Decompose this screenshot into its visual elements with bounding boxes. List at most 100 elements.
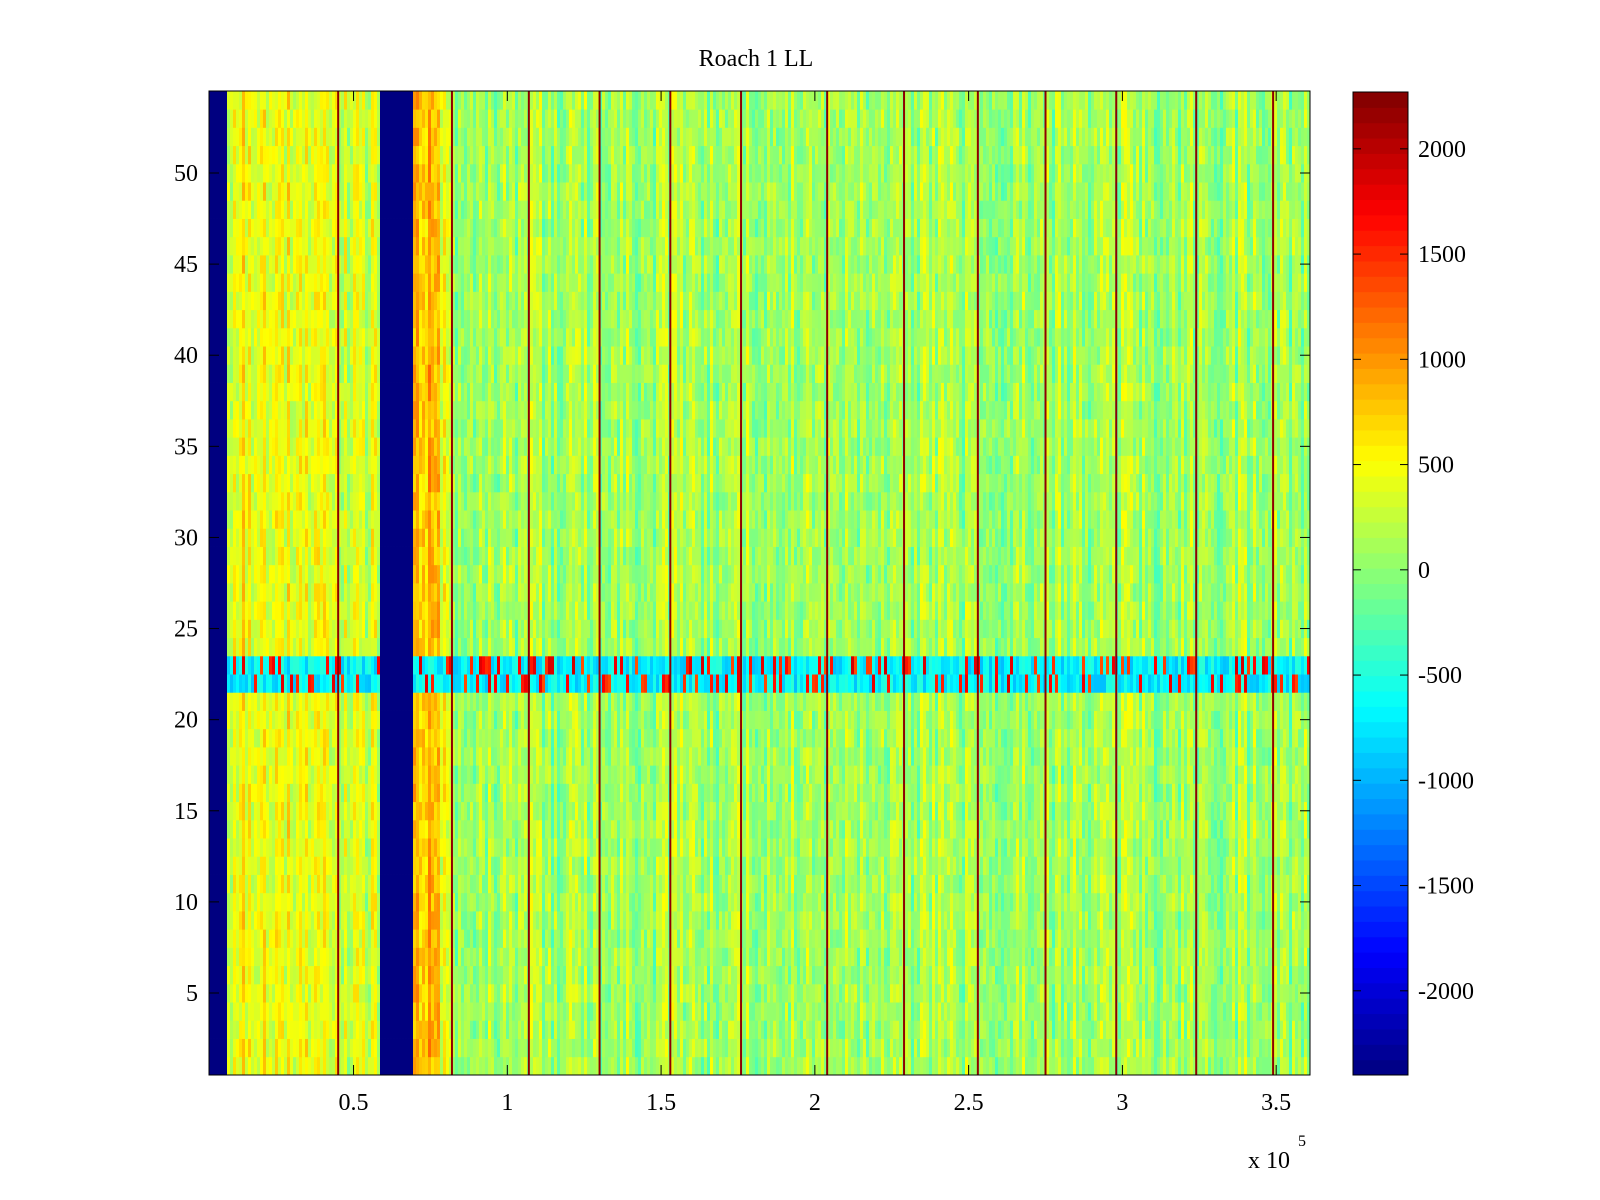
heatmap-cell: [347, 237, 350, 256]
heatmap-cell: [263, 364, 266, 383]
heatmap-cell: [272, 875, 275, 894]
heatmap-cell: [215, 747, 218, 766]
heatmap-cell: [278, 947, 281, 966]
heatmap-cell: [254, 1039, 257, 1058]
heatmap-cell: [239, 674, 242, 693]
heatmap-cell: [374, 255, 377, 274]
heatmap-cell: [383, 856, 386, 875]
heatmap-cell: [218, 219, 221, 238]
heatmap-cell: [227, 765, 230, 784]
heatmap-cell: [380, 966, 383, 985]
heatmap-cell: [209, 565, 212, 584]
heatmap-cell: [380, 273, 383, 292]
heatmap-cell: [215, 947, 218, 966]
heatmap-cell: [365, 1057, 368, 1076]
heatmap-cell: [428, 1039, 431, 1058]
heatmap-cell: [419, 875, 422, 894]
heatmap-cell: [422, 820, 425, 839]
heatmap-cell: [458, 528, 461, 547]
heatmap-cell: [458, 547, 461, 566]
heatmap-column: [245, 91, 248, 1075]
heatmap-cell: [398, 164, 401, 183]
heatmap-cell: [455, 656, 458, 675]
heatmap-cell: [419, 674, 422, 693]
heatmap-cell: [461, 291, 464, 310]
heatmap-cell: [272, 947, 275, 966]
heatmap-cell: [404, 455, 407, 474]
heatmap-cell: [461, 383, 464, 402]
heatmap-cell: [446, 893, 449, 912]
heatmap-cell: [293, 565, 296, 584]
heatmap-cell: [314, 255, 317, 274]
heatmap-cell: [308, 656, 311, 675]
heatmap-cell: [266, 947, 269, 966]
heatmap-cell: [395, 273, 398, 292]
heatmap-cell: [266, 747, 269, 766]
heatmap-cell: [290, 984, 293, 1003]
heatmap-cell: [407, 638, 410, 657]
heatmap-cell: [311, 783, 314, 802]
heatmap-cell: [281, 601, 284, 620]
heatmap-cell: [317, 437, 320, 456]
heatmap-cell: [389, 911, 392, 930]
heatmap-cell: [236, 656, 239, 675]
heatmap-cell: [425, 893, 428, 912]
heatmap-cell: [368, 783, 371, 802]
heatmap-cell: [434, 455, 437, 474]
heatmap-cell: [305, 146, 308, 165]
heatmap-cell: [290, 747, 293, 766]
heatmap-cell: [461, 711, 464, 730]
heatmap-cell: [344, 547, 347, 566]
heatmap-cell: [407, 747, 410, 766]
heatmap-cell: [293, 510, 296, 529]
heatmap-cell: [233, 783, 236, 802]
heatmap-cell: [212, 601, 215, 620]
heatmap-cell: [371, 783, 374, 802]
heatmap-cell: [221, 802, 224, 821]
heatmap-cell: [326, 237, 329, 256]
heatmap-cell: [347, 219, 350, 238]
heatmap-cell: [458, 109, 461, 128]
heatmap-cell: [263, 237, 266, 256]
heatmap-cell: [401, 401, 404, 420]
heatmap-cell: [440, 510, 443, 529]
heatmap-cell: [440, 911, 443, 930]
heatmap-cell: [254, 127, 257, 146]
heatmap-cell: [374, 692, 377, 711]
heatmap-cell: [305, 474, 308, 493]
heatmap-cell: [476, 273, 479, 292]
heatmap-cell: [425, 1057, 428, 1076]
heatmap-cell: [416, 802, 419, 821]
heatmap-cell: [236, 1039, 239, 1058]
heatmap-cell: [308, 109, 311, 128]
heatmap-cell: [392, 109, 395, 128]
heatmap-cell: [479, 565, 482, 584]
heatmap-cell: [344, 291, 347, 310]
heatmap-cell: [248, 164, 251, 183]
heatmap-cell: [374, 893, 377, 912]
heatmap-cell: [332, 1057, 335, 1076]
heatmap-cell: [221, 237, 224, 256]
heatmap-cell: [242, 911, 245, 930]
heatmap-cell: [341, 583, 344, 602]
heatmap-cell: [389, 492, 392, 511]
heatmap-cell: [419, 947, 422, 966]
heatmap-cell: [233, 838, 236, 857]
heatmap-cell: [410, 783, 413, 802]
heatmap-cell: [341, 729, 344, 748]
heatmap-cell: [239, 765, 242, 784]
heatmap-cell: [209, 219, 212, 238]
heatmap-cell: [371, 1039, 374, 1058]
heatmap-cell: [461, 401, 464, 420]
heatmap-cell: [383, 492, 386, 511]
heatmap-column: [473, 91, 476, 1075]
heatmap-cell: [350, 474, 353, 493]
heatmap-cell: [419, 656, 422, 675]
heatmap-cell: [467, 310, 470, 329]
heatmap-cell: [293, 219, 296, 238]
heatmap-cell: [347, 1020, 350, 1039]
heatmap-cell: [218, 820, 221, 839]
heatmap-cell: [323, 565, 326, 584]
heatmap-cell: [332, 474, 335, 493]
heatmap-cell: [437, 528, 440, 547]
